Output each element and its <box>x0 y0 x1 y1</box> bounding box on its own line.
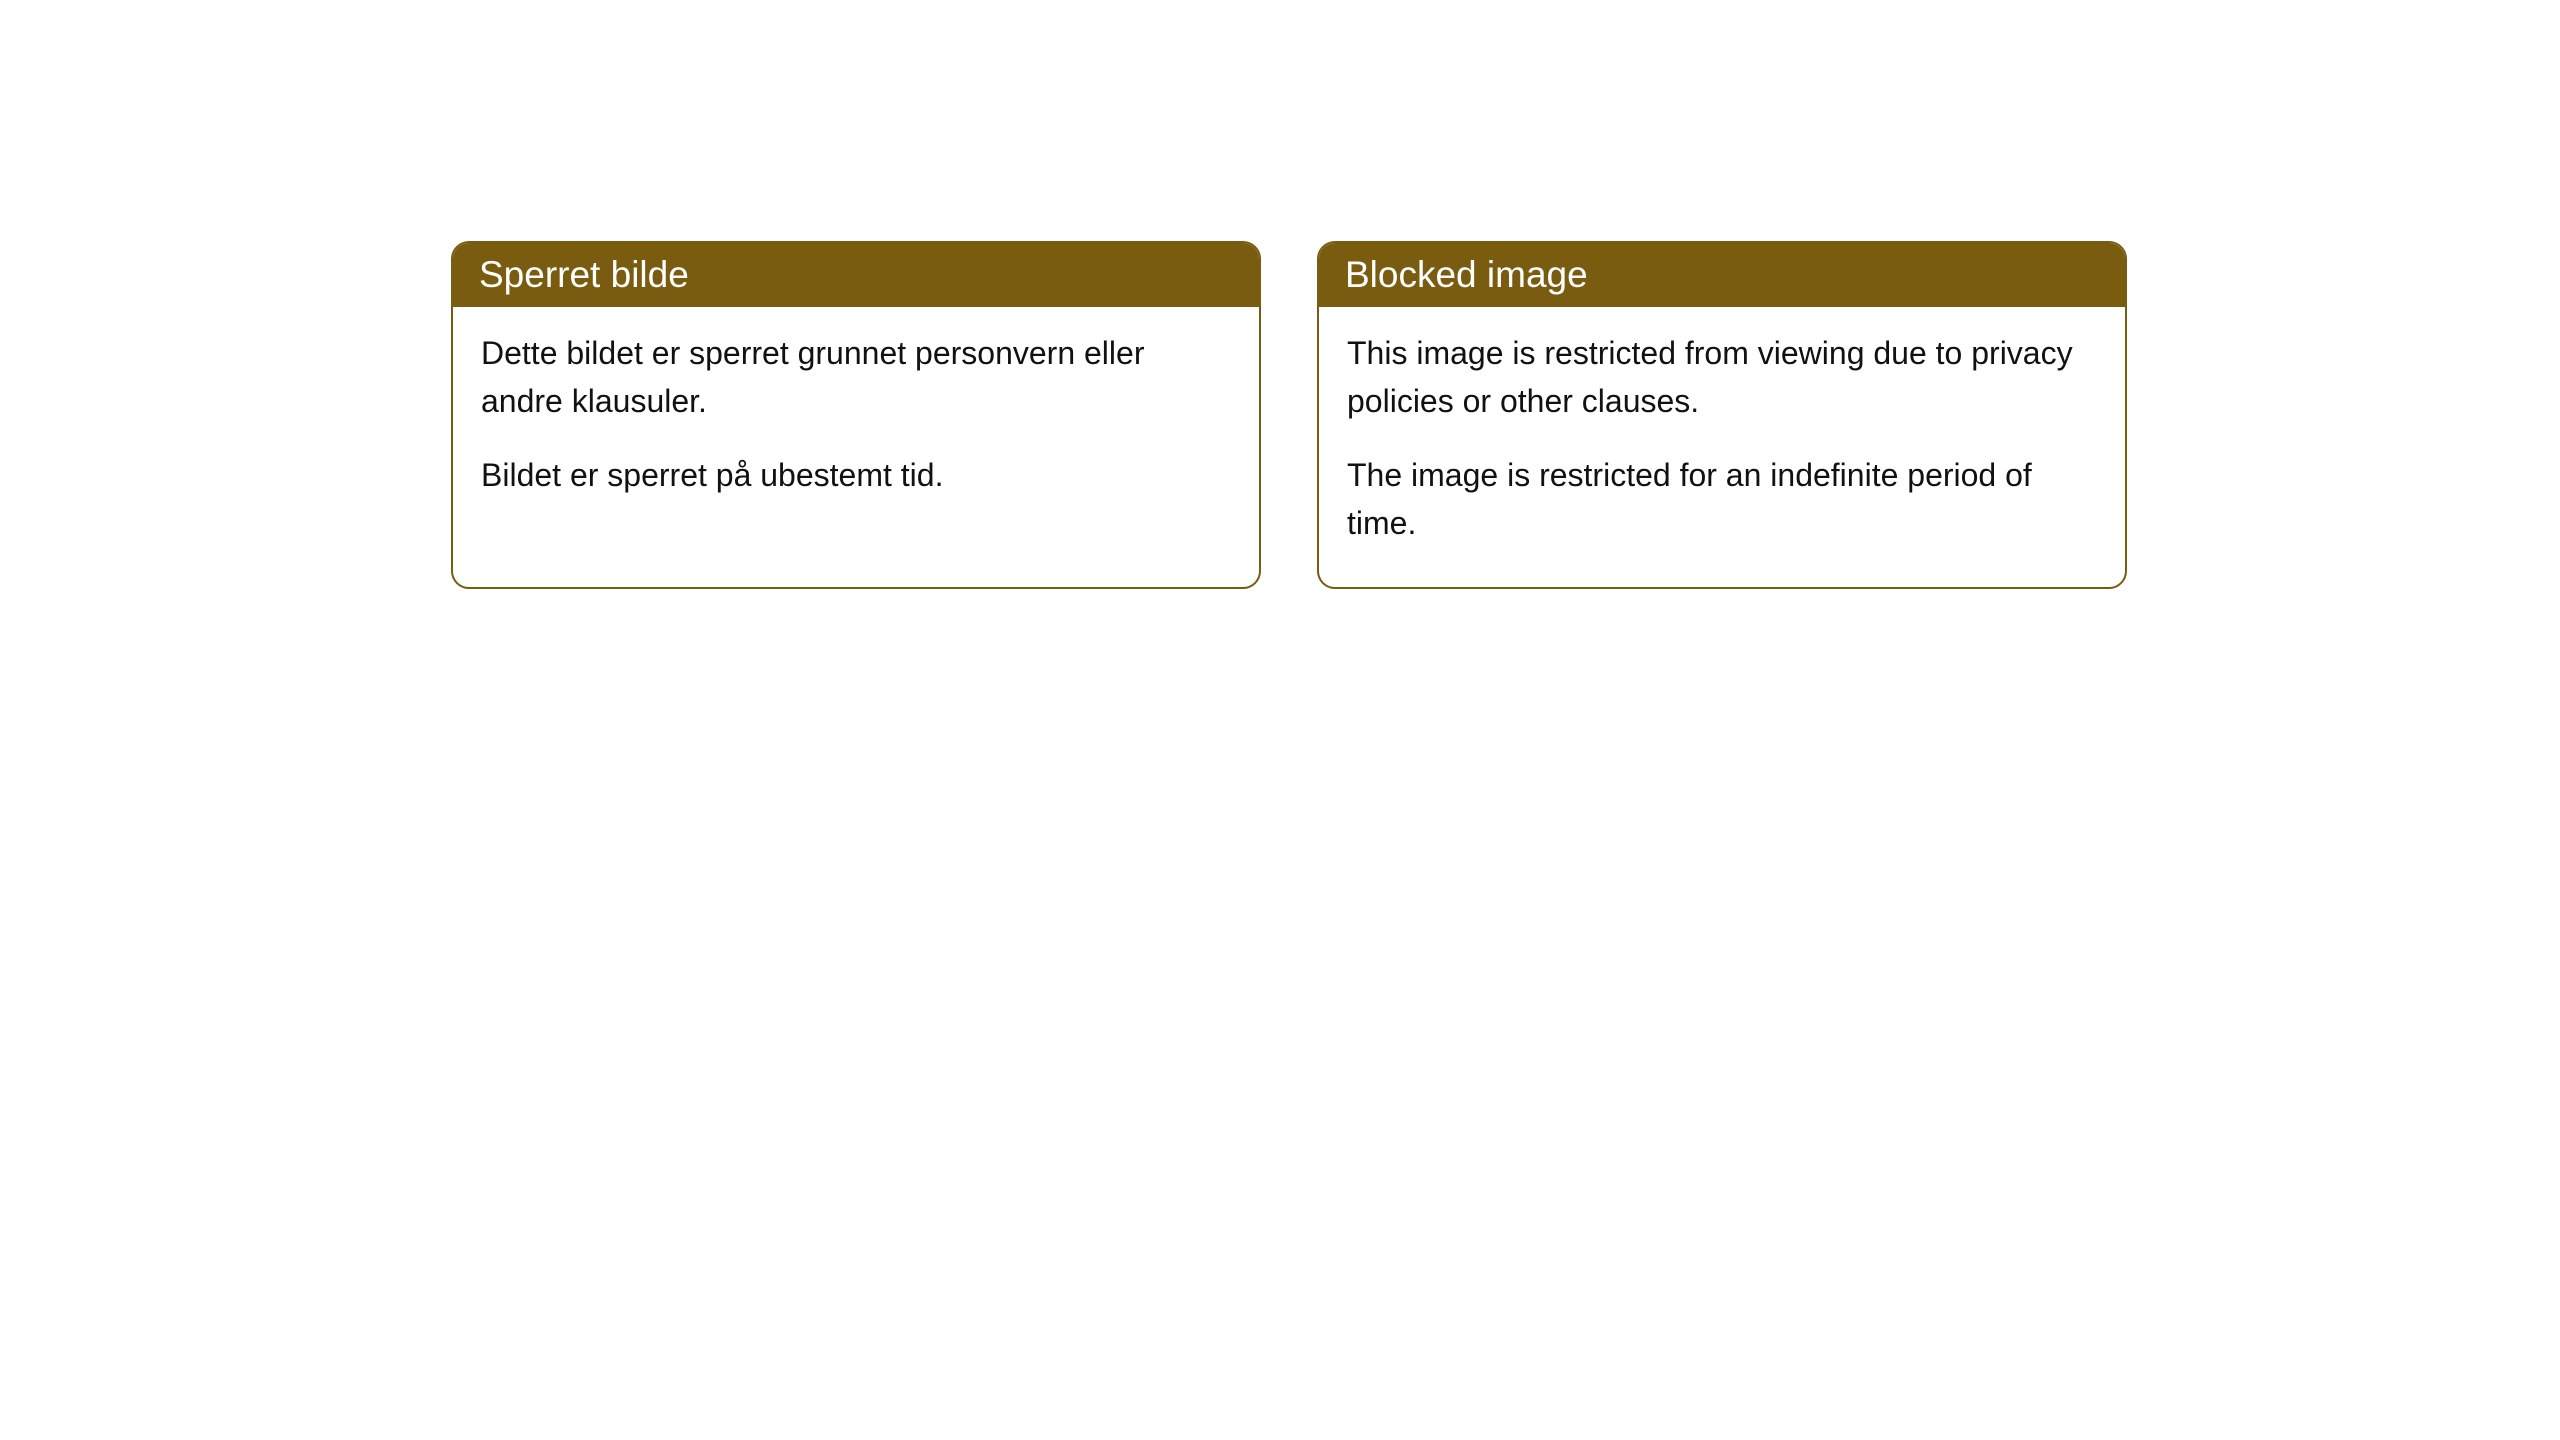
notice-header: Sperret bilde <box>453 243 1259 307</box>
notice-body: This image is restricted from viewing du… <box>1319 307 2125 587</box>
notice-paragraph: The image is restricted for an indefinit… <box>1347 451 2097 547</box>
notice-header: Blocked image <box>1319 243 2125 307</box>
notice-paragraph: Dette bildet er sperret grunnet personve… <box>481 329 1231 425</box>
notice-paragraph: This image is restricted from viewing du… <box>1347 329 2097 425</box>
notice-title: Sperret bilde <box>479 254 689 295</box>
notice-card-norwegian: Sperret bilde Dette bildet er sperret gr… <box>451 241 1261 589</box>
notice-body: Dette bildet er sperret grunnet personve… <box>453 307 1259 539</box>
notice-card-english: Blocked image This image is restricted f… <box>1317 241 2127 589</box>
notice-paragraph: Bildet er sperret på ubestemt tid. <box>481 451 1231 499</box>
notice-title: Blocked image <box>1345 254 1588 295</box>
notice-container: Sperret bilde Dette bildet er sperret gr… <box>451 241 2127 589</box>
